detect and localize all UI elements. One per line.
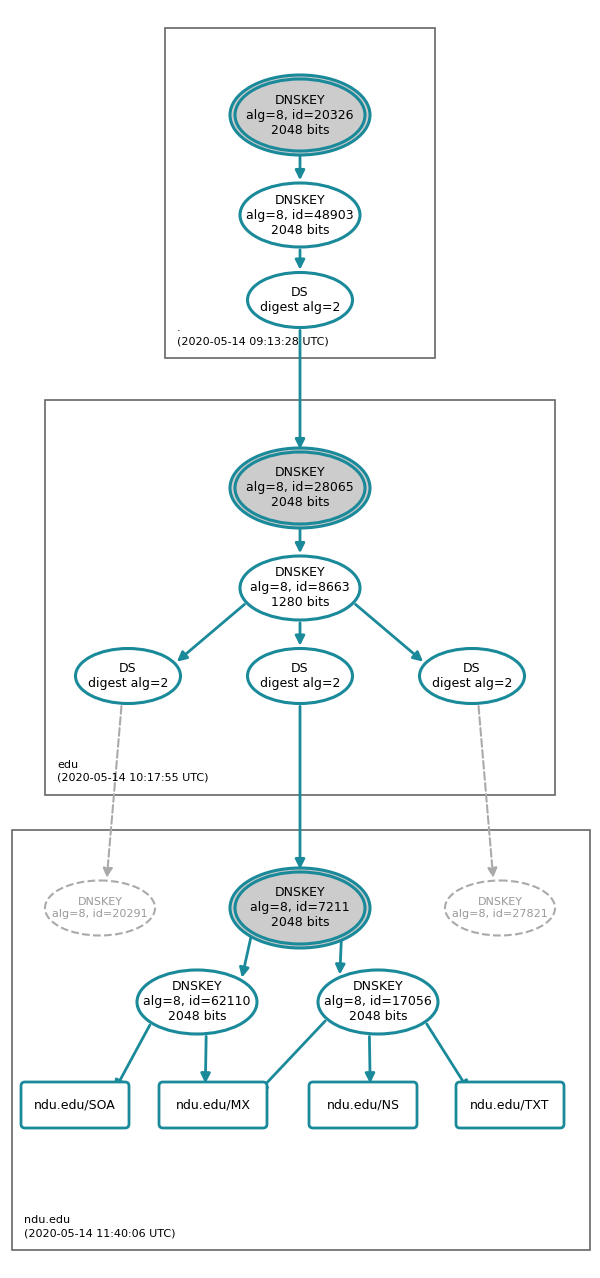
Ellipse shape	[240, 183, 360, 247]
Text: DS
digest alg=2: DS digest alg=2	[260, 286, 340, 314]
Ellipse shape	[318, 970, 438, 1034]
Text: DNSKEY
alg=8, id=8663
1280 bits: DNSKEY alg=8, id=8663 1280 bits	[250, 566, 350, 610]
Ellipse shape	[240, 556, 360, 620]
Text: DNSKEY
alg=8, id=17056
2048 bits: DNSKEY alg=8, id=17056 2048 bits	[324, 980, 432, 1024]
Ellipse shape	[235, 872, 365, 944]
Text: DNSKEY
alg=8, id=27821: DNSKEY alg=8, id=27821	[452, 897, 548, 919]
Text: DS
digest alg=2: DS digest alg=2	[432, 662, 512, 690]
Text: edu
(2020-05-14 10:17:55 UTC): edu (2020-05-14 10:17:55 UTC)	[57, 760, 209, 783]
Ellipse shape	[76, 648, 181, 703]
Text: ndu.edu
(2020-05-14 11:40:06 UTC): ndu.edu (2020-05-14 11:40:06 UTC)	[24, 1215, 176, 1238]
Text: ndu.edu/SOA: ndu.edu/SOA	[34, 1099, 116, 1112]
Ellipse shape	[235, 452, 365, 524]
Text: DNSKEY
alg=8, id=48903
2048 bits: DNSKEY alg=8, id=48903 2048 bits	[246, 193, 354, 236]
Text: ndu.edu/TXT: ndu.edu/TXT	[470, 1099, 550, 1112]
Text: DNSKEY
alg=8, id=62110
2048 bits: DNSKEY alg=8, id=62110 2048 bits	[143, 980, 251, 1024]
Text: ndu.edu/NS: ndu.edu/NS	[326, 1099, 400, 1112]
FancyBboxPatch shape	[159, 1082, 267, 1128]
Ellipse shape	[248, 648, 353, 703]
Text: ndu.edu/MX: ndu.edu/MX	[176, 1099, 251, 1112]
Ellipse shape	[137, 970, 257, 1034]
Bar	[165, 28, 435, 358]
Text: DNSKEY
alg=8, id=28065
2048 bits: DNSKEY alg=8, id=28065 2048 bits	[246, 466, 354, 510]
Bar	[45, 400, 555, 795]
Ellipse shape	[248, 272, 353, 327]
Text: DNSKEY
alg=8, id=7211
2048 bits: DNSKEY alg=8, id=7211 2048 bits	[250, 887, 350, 929]
Ellipse shape	[230, 449, 370, 528]
Ellipse shape	[419, 648, 524, 703]
Text: .
(2020-05-14 09:13:28 UTC): . (2020-05-14 09:13:28 UTC)	[177, 323, 329, 346]
Text: DS
digest alg=2: DS digest alg=2	[88, 662, 168, 690]
FancyBboxPatch shape	[21, 1082, 129, 1128]
FancyBboxPatch shape	[456, 1082, 564, 1128]
Ellipse shape	[45, 881, 155, 935]
Bar	[12, 829, 590, 1250]
FancyBboxPatch shape	[309, 1082, 417, 1128]
Ellipse shape	[235, 79, 365, 151]
Ellipse shape	[230, 75, 370, 155]
Text: DS
digest alg=2: DS digest alg=2	[260, 662, 340, 690]
Text: DNSKEY
alg=8, id=20326
2048 bits: DNSKEY alg=8, id=20326 2048 bits	[246, 93, 354, 137]
Text: DNSKEY
alg=8, id=20291: DNSKEY alg=8, id=20291	[52, 897, 148, 919]
Ellipse shape	[445, 881, 555, 935]
Ellipse shape	[230, 868, 370, 948]
